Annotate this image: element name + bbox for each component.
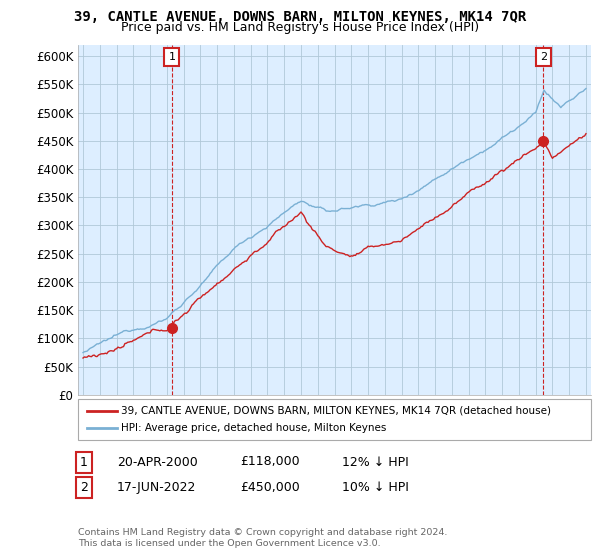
Text: 20-APR-2000: 20-APR-2000: [117, 455, 198, 469]
Text: 12% ↓ HPI: 12% ↓ HPI: [342, 455, 409, 469]
Text: 39, CANTLE AVENUE, DOWNS BARN, MILTON KEYNES, MK14 7QR (detached house): 39, CANTLE AVENUE, DOWNS BARN, MILTON KE…: [121, 405, 551, 416]
Text: 1: 1: [80, 455, 88, 469]
Text: 39, CANTLE AVENUE, DOWNS BARN, MILTON KEYNES, MK14 7QR: 39, CANTLE AVENUE, DOWNS BARN, MILTON KE…: [74, 10, 526, 24]
Text: 10% ↓ HPI: 10% ↓ HPI: [342, 480, 409, 494]
Text: 2: 2: [540, 52, 547, 62]
Text: Price paid vs. HM Land Registry's House Price Index (HPI): Price paid vs. HM Land Registry's House …: [121, 21, 479, 34]
Text: £118,000: £118,000: [240, 455, 299, 469]
Text: £450,000: £450,000: [240, 480, 300, 494]
Text: 17-JUN-2022: 17-JUN-2022: [117, 480, 196, 494]
Text: Contains HM Land Registry data © Crown copyright and database right 2024.
This d: Contains HM Land Registry data © Crown c…: [78, 528, 448, 548]
Text: 1: 1: [169, 52, 175, 62]
Text: HPI: Average price, detached house, Milton Keynes: HPI: Average price, detached house, Milt…: [121, 423, 386, 433]
Text: 2: 2: [80, 480, 88, 494]
